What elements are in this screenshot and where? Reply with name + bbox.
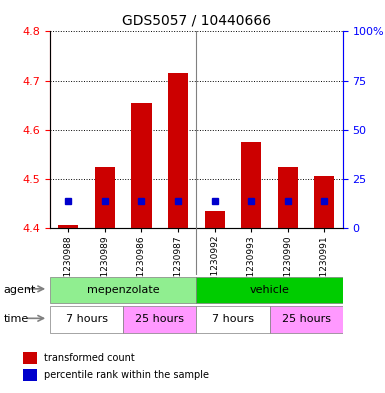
Bar [23,352,37,364]
Bar [314,176,335,228]
FancyBboxPatch shape [50,277,196,303]
Title: GDS5057 / 10440666: GDS5057 / 10440666 [122,13,271,28]
Bar [23,369,37,381]
FancyBboxPatch shape [123,306,196,332]
Text: 7 hours: 7 hours [212,314,254,324]
Text: percentile rank within the sample: percentile rank within the sample [44,370,209,380]
FancyBboxPatch shape [270,306,343,332]
FancyBboxPatch shape [196,306,270,332]
Text: time: time [4,314,29,324]
Bar [95,167,115,228]
Text: transformed count: transformed count [44,353,134,363]
Bar [58,226,79,228]
Bar [278,167,298,228]
FancyBboxPatch shape [50,306,123,332]
Text: 7 hours: 7 hours [65,314,108,324]
Text: vehicle: vehicle [249,285,290,295]
Text: 25 hours: 25 hours [135,314,184,324]
FancyBboxPatch shape [196,277,343,303]
Text: agent: agent [4,285,36,295]
Text: 25 hours: 25 hours [281,314,331,324]
Bar [131,103,152,228]
Bar [204,211,225,228]
Text: mepenzolate: mepenzolate [87,285,159,295]
Bar [241,142,261,228]
Bar [168,73,188,228]
